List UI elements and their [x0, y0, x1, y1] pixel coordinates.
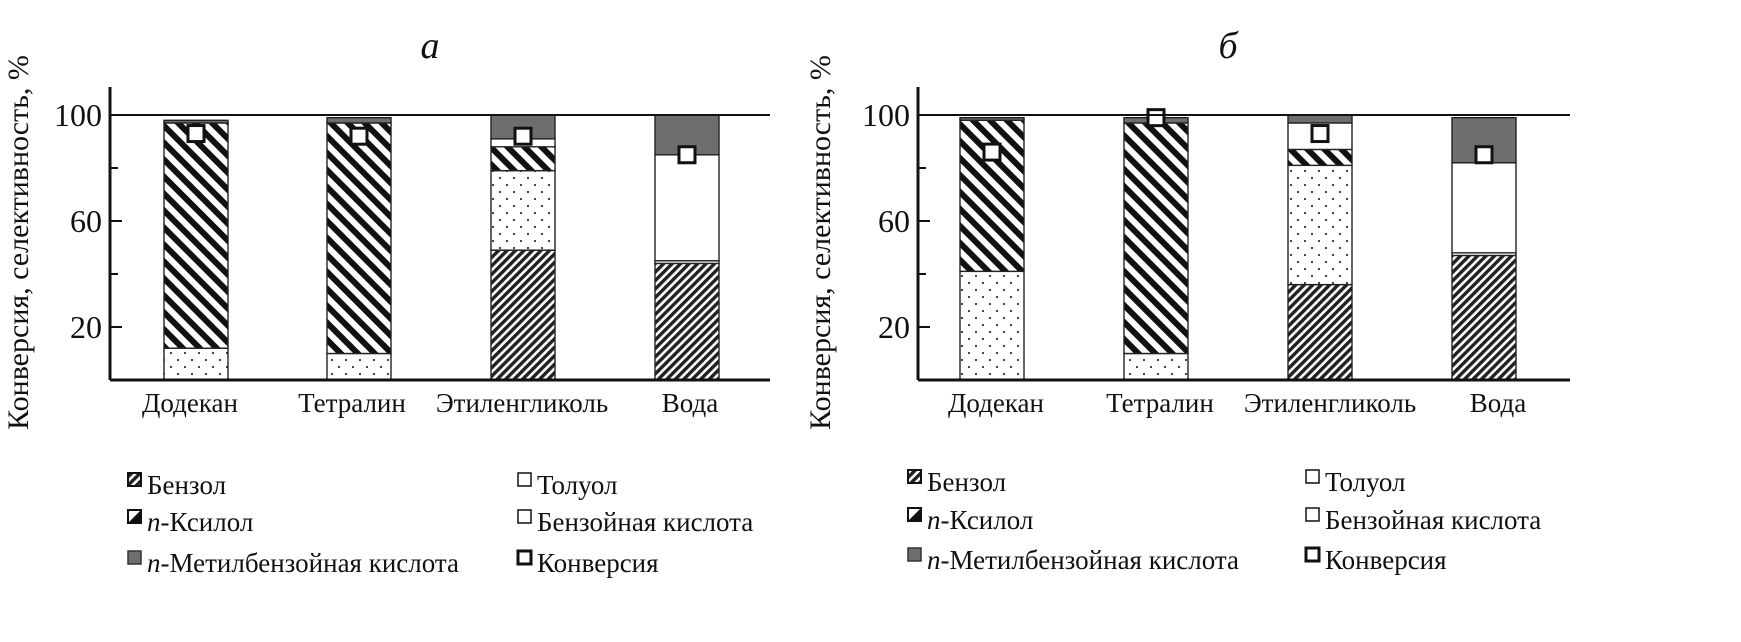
bar-stack [326, 116, 392, 381]
legend-swatch-pxylene [127, 509, 142, 524]
bar-stack [490, 114, 556, 381]
category-label: Тетралин [298, 388, 406, 418]
bar-segment-benzene [1287, 283, 1353, 381]
bar-segment-pmethyl [959, 116, 1025, 122]
legend-swatch-toluene [1305, 469, 1320, 484]
legend-swatch-conversion [1304, 546, 1321, 563]
conversion-marker [186, 124, 206, 144]
legend-swatch-conversion [516, 549, 533, 566]
bar-segment-pxylene [1123, 122, 1189, 355]
legend-swatch-pmethyl [907, 547, 922, 562]
bar-segment-pmethyl_tol [163, 347, 229, 381]
category-label: Додекан [142, 388, 238, 418]
conversion-marker [1146, 108, 1166, 128]
legend-b: Бензол Толуол n-Ксилол Бензойная кислота n-М… [907, 467, 1541, 575]
conversion-marker [349, 126, 369, 146]
panel-b: б Конверсия, селективность, % Додекан Тетра… [804, 25, 1570, 430]
legend-label-benzene: Бензол [927, 467, 1006, 497]
bar-stack [654, 114, 720, 381]
bar-segment-pmethyl [163, 119, 229, 124]
legend-label-conversion: Конверсия [537, 548, 659, 578]
bar-segment-pmethyl [1287, 114, 1353, 124]
bar-segment-pxylene [326, 122, 392, 355]
bar-segment-pxylene [490, 146, 556, 172]
legend-swatch-benzoic [517, 509, 532, 524]
bar-stack [1451, 116, 1517, 381]
category-label: Вода [662, 388, 718, 418]
legend-swatch-pxylene [907, 507, 922, 522]
bar-stack [163, 119, 229, 381]
conversion-marker [982, 142, 1002, 162]
legend-label-toluene: Толуол [1325, 467, 1406, 497]
legend-label-benzoic: Бензойная кислота [1325, 505, 1541, 535]
y-axis-label: Конверсия, селективность, % [804, 55, 837, 430]
legend-swatch-pmethyl [127, 550, 142, 565]
panel-a: а Конверсия, селективность, % Додекан Тетра… [2, 25, 770, 430]
panel-title: б [1218, 25, 1239, 67]
conversion-marker [677, 145, 697, 165]
bar-stack [1287, 114, 1353, 381]
bar-segment-benzene [1451, 254, 1517, 381]
category-label: Вода [1470, 388, 1526, 418]
legend-a: Бензол Толуол n-Ксилол Бензойная кислота n-М… [127, 470, 753, 578]
y-tick-label: 20 [70, 309, 102, 345]
y-tick-label: 60 [70, 203, 102, 239]
legend-label-pxylene: n-Ксилол [147, 507, 253, 537]
panel-title: а [421, 25, 440, 67]
category-label: Этиленгликоль [1244, 388, 1416, 418]
bar-stack [1123, 116, 1189, 381]
category-label: Этиленгликоль [436, 388, 608, 418]
conversion-marker [1310, 124, 1330, 144]
conversion-marker [513, 126, 533, 146]
bar-segment-pmethyl_tol [959, 270, 1025, 381]
bar-segment-pxylene [163, 122, 229, 349]
legend-label-toluene: Толуол [537, 470, 618, 500]
bar-segment-pxylene [1287, 148, 1353, 167]
bar-segment-pmethyl_tol [490, 169, 556, 251]
bar-segment-toluene [654, 154, 720, 262]
legend-label-pxylene: n-Ксилол [927, 505, 1033, 535]
legend-swatch-benzoic [1305, 507, 1320, 522]
legend-label-pmethyl: n-Метилбензойная кислота [927, 545, 1239, 575]
y-tick-label: 20 [878, 309, 910, 345]
y-tick-label: 60 [878, 203, 910, 239]
category-label: Тетралин [1106, 388, 1214, 418]
bar-segment-pmethyl [326, 116, 392, 124]
y-tick-label: 100 [862, 97, 910, 133]
y-axis-label: Конверсия, селективность, % [2, 55, 35, 430]
y-tick-label: 100 [54, 97, 102, 133]
category-label: Додекан [948, 388, 1044, 418]
bar-segment-toluene [1451, 161, 1517, 254]
bar-segment-pmethyl_tol [1287, 164, 1353, 286]
bar-segment-benzene [654, 262, 720, 381]
legend-label-benzene: Бензол [147, 470, 226, 500]
bar-segment-pmethyl_tol [1123, 352, 1189, 381]
conversion-marker [1474, 145, 1494, 165]
legend-label-conversion: Конверсия [1325, 545, 1447, 575]
legend-label-pmethyl: n-Метилбензойная кислота [147, 548, 459, 578]
legend-label-benzoic: Бензойная кислота [537, 507, 753, 537]
bar-segment-pmethyl_tol [326, 352, 392, 381]
bar-segment-benzene [490, 249, 556, 381]
legend-swatch-benzene [127, 472, 142, 487]
legend-swatch-benzene [907, 469, 922, 484]
legend-swatch-toluene [517, 472, 532, 487]
